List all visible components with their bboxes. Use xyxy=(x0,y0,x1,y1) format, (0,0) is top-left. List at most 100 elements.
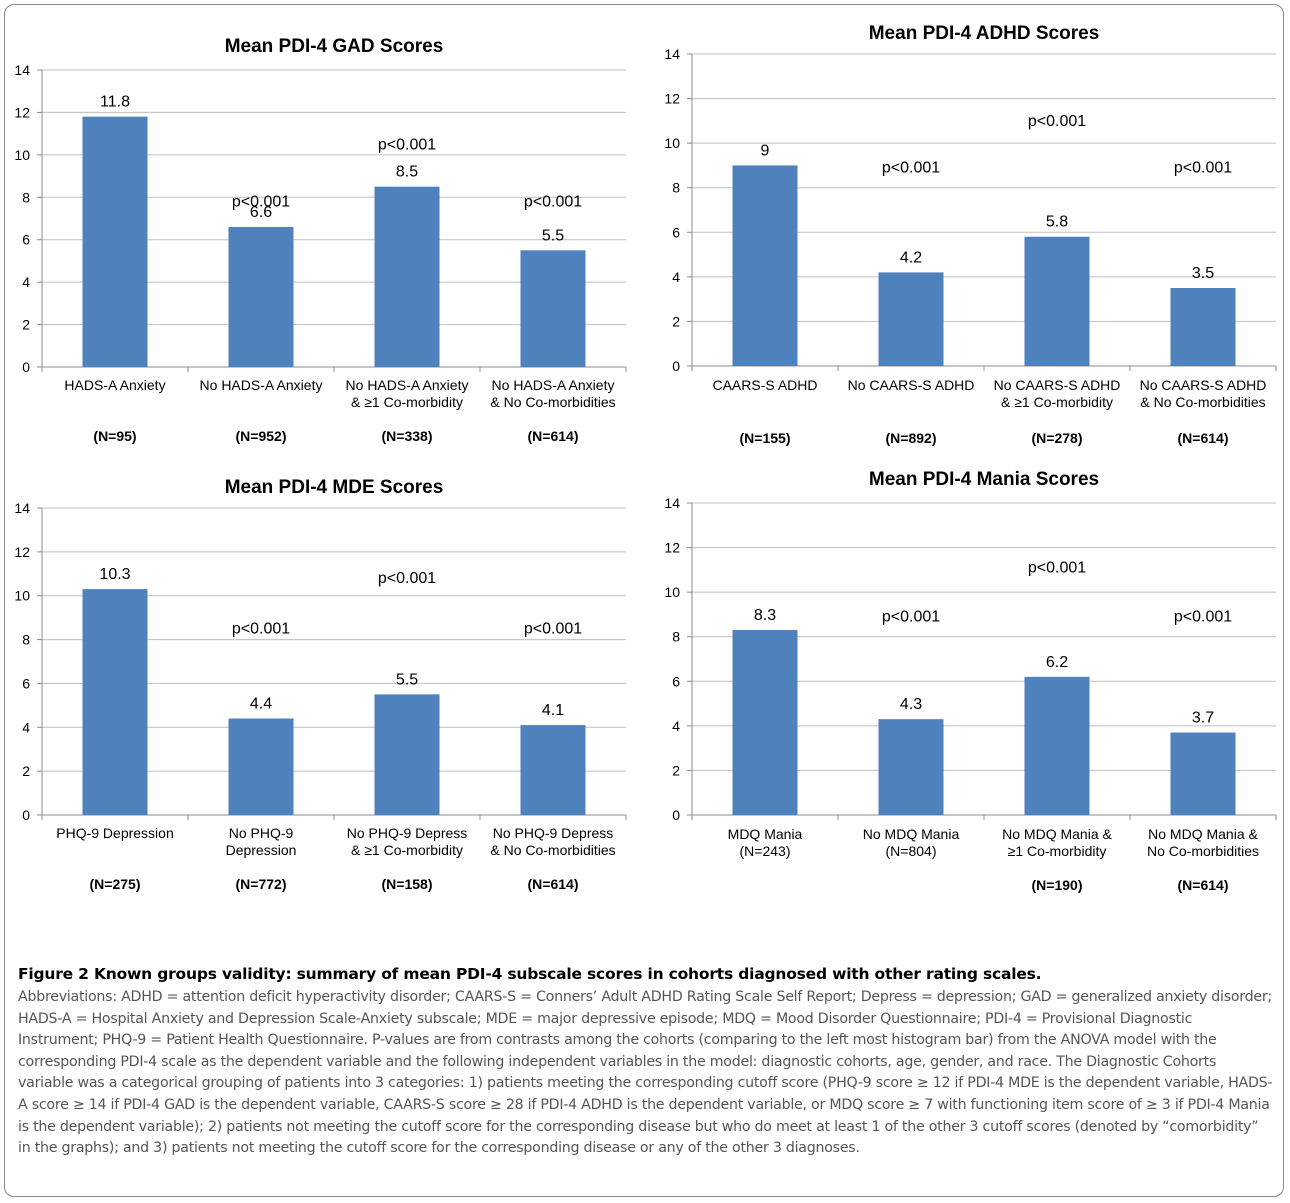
y-tick-label: 2 xyxy=(22,317,30,333)
y-tick-label: 2 xyxy=(672,313,680,329)
chart-adhd: Mean PDI-4 ADHD Scores 0 2 4 6 8 10 12 14 9 4.2 5.8… xyxy=(664,23,1277,446)
y-tick-label: 4 xyxy=(22,719,30,735)
bar-value-label: 6.6 xyxy=(250,204,272,221)
y-tick-label: 10 xyxy=(664,584,680,600)
bar-value-label: 5.5 xyxy=(396,671,418,688)
y-tick-label: 10 xyxy=(14,147,30,163)
y-tick-label: 14 xyxy=(14,62,30,78)
y-tick-label: 0 xyxy=(22,359,30,375)
caption-title: Figure 2 Known groups validity: summary … xyxy=(18,965,1042,983)
n-label: (N=614) xyxy=(1178,877,1229,893)
y-tick-label: 4 xyxy=(672,269,680,285)
y-tick-label: 14 xyxy=(664,46,680,62)
n-label: (N=95) xyxy=(93,428,136,444)
y-tick-label: 12 xyxy=(664,91,680,107)
x-category-label: & No Co-morbidities xyxy=(490,394,615,410)
chart-title: Mean PDI-4 Mania Scores xyxy=(869,469,1099,490)
n-label: (N=158) xyxy=(382,876,433,892)
y-tick-label: 2 xyxy=(22,763,30,779)
p-value-annotation: p<0.001 xyxy=(378,570,436,587)
p-value-annotation: p<0.001 xyxy=(524,621,582,638)
y-tick-label: 6 xyxy=(22,232,30,248)
figure-frame xyxy=(4,4,1284,1197)
y-tick-label: 12 xyxy=(664,540,680,556)
chart-adhd-panel: Mean PDI-4 ADHD Scores 0 2 4 6 8 10 12 14 9 4.2 5.8… xyxy=(650,18,1290,448)
chart-mania-panel: Mean PDI-4 Mania Scores 0 2 4 6 8 10 12 14 8.3 4.3… xyxy=(650,465,1290,895)
y-tick-label: 4 xyxy=(22,274,30,290)
chart-title: Mean PDI-4 GAD Scores xyxy=(225,36,444,57)
x-category-label: No PHQ-9 Depress xyxy=(347,825,468,841)
x-category-label: CAARS-S ADHD xyxy=(712,377,817,393)
bar xyxy=(732,630,798,815)
chart-mde: Mean PDI-4 MDE Scores 0 2 4 6 8 10 12 14 10.3 4.4 5… xyxy=(14,477,627,892)
y-tick-label: 8 xyxy=(22,189,30,205)
y-tick-label: 0 xyxy=(672,358,680,374)
y-tick-label: 14 xyxy=(14,500,30,516)
bar xyxy=(374,186,440,367)
x-category-label: No CAARS-S ADHD xyxy=(994,377,1121,393)
y-tick-label: 6 xyxy=(672,224,680,240)
x-category-label: No Co-morbidities xyxy=(1147,843,1259,859)
bar-value-label: 8.3 xyxy=(754,607,776,624)
bar xyxy=(520,725,586,815)
bar xyxy=(520,250,586,367)
x-category-label: & ≥1 Co-morbidity xyxy=(351,842,463,858)
x-category-label: PHQ-9 Depression xyxy=(56,825,174,841)
bar xyxy=(374,694,440,815)
x-category-label: No HADS-A Anxiety xyxy=(346,377,469,393)
y-tick-label: 12 xyxy=(14,104,30,120)
n-label: (N=278) xyxy=(1032,430,1083,446)
bar-value-label: 3.5 xyxy=(1192,265,1214,282)
bar xyxy=(1024,236,1090,366)
n-label: (N=338) xyxy=(382,428,433,444)
x-category-label: No CAARS-S ADHD xyxy=(848,377,975,393)
x-category-label: MDQ Mania xyxy=(728,826,803,842)
bar-value-label: 8.5 xyxy=(396,164,418,181)
n-label: (N=614) xyxy=(528,428,579,444)
x-category-label: No PHQ-9 xyxy=(229,825,294,841)
p-value-annotation: p<0.001 xyxy=(882,609,940,626)
n-label: (N=155) xyxy=(740,430,791,446)
p-value-annotation: p<0.001 xyxy=(524,194,582,211)
y-tick-label: 12 xyxy=(14,544,30,560)
x-category-label: No MDQ Mania & xyxy=(1002,826,1112,842)
y-tick-label: 4 xyxy=(672,718,680,734)
bar-value-label: 5.5 xyxy=(542,227,564,244)
chart-mde-panel: Mean PDI-4 MDE Scores 0 2 4 6 8 10 12 14 10.3 4.4 5… xyxy=(0,470,640,900)
bar xyxy=(1170,732,1236,815)
x-category-label: (N=804) xyxy=(886,843,937,859)
p-value-annotation: p<0.001 xyxy=(1028,113,1086,130)
bar xyxy=(1024,676,1090,815)
bar-value-label: 6.2 xyxy=(1046,654,1068,671)
bar xyxy=(878,272,944,366)
caption-body: Abbreviations: ADHD = attention deficit … xyxy=(18,987,1274,1160)
bar-value-label: 4.3 xyxy=(900,696,922,713)
n-label: (N=614) xyxy=(1178,430,1229,446)
bar xyxy=(878,719,944,815)
y-tick-label: 6 xyxy=(672,673,680,689)
bar-value-label: 10.3 xyxy=(99,566,130,583)
x-category-label: No CAARS-S ADHD xyxy=(1140,377,1267,393)
p-value-annotation: p<0.001 xyxy=(232,621,290,638)
chart-mania: Mean PDI-4 Mania Scores 0 2 4 6 8 10 12 14 8.3 4.3… xyxy=(664,469,1277,893)
n-label: (N=614) xyxy=(528,876,579,892)
chart-title: Mean PDI-4 ADHD Scores xyxy=(869,23,1100,44)
p-value-annotation: p<0.001 xyxy=(378,136,436,153)
y-tick-label: 6 xyxy=(22,675,30,691)
y-tick-label: 8 xyxy=(672,180,680,196)
p-value-annotation: p<0.001 xyxy=(1028,560,1086,577)
p-value-annotation: p<0.001 xyxy=(882,160,940,177)
n-label: (N=275) xyxy=(90,876,141,892)
y-tick-label: 0 xyxy=(672,807,680,823)
x-category-label: No MDQ Mania & xyxy=(1148,826,1258,842)
x-category-label: & ≥1 Co-morbidity xyxy=(351,394,463,410)
bar-value-label: 9 xyxy=(761,142,770,159)
x-category-label: Depression xyxy=(226,842,297,858)
chart-title: Mean PDI-4 MDE Scores xyxy=(225,477,444,498)
bar xyxy=(1170,288,1236,366)
x-category-label: No HADS-A Anxiety xyxy=(492,377,615,393)
y-tick-label: 14 xyxy=(664,495,680,511)
y-tick-label: 10 xyxy=(664,135,680,151)
bar-value-label: 5.8 xyxy=(1046,214,1068,231)
y-tick-label: 0 xyxy=(22,807,30,823)
